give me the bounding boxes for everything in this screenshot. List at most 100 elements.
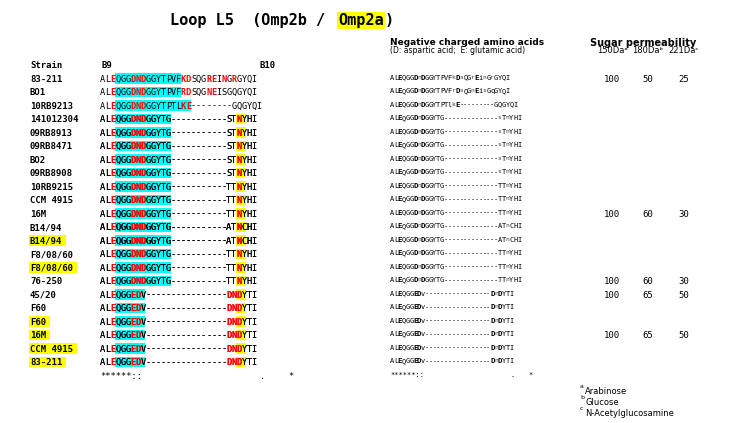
Text: A: A <box>390 142 394 148</box>
Text: -: - <box>206 358 211 367</box>
Text: G: G <box>120 277 125 286</box>
Text: 83-211: 83-211 <box>30 74 62 83</box>
Text: T: T <box>160 223 166 232</box>
Text: -: - <box>181 291 186 299</box>
Text: -: - <box>206 277 211 286</box>
Text: H: H <box>246 264 251 272</box>
Text: -: - <box>486 156 491 162</box>
Text: G: G <box>494 74 498 80</box>
Text: -: - <box>463 196 468 202</box>
Text: D: D <box>135 358 140 367</box>
Text: A: A <box>100 264 105 272</box>
Text: -: - <box>206 115 211 124</box>
Text: D: D <box>236 358 242 367</box>
Text: G: G <box>428 156 433 162</box>
Text: -: - <box>222 250 227 259</box>
Text: -: - <box>216 236 222 245</box>
Text: Q: Q <box>401 331 406 337</box>
Text: -: - <box>222 115 227 124</box>
Text: -: - <box>211 358 216 367</box>
Text: -: - <box>444 304 448 310</box>
Text: 50: 50 <box>679 331 689 340</box>
Text: G: G <box>405 169 410 175</box>
Text: G: G <box>231 102 236 110</box>
Text: Y: Y <box>156 142 161 151</box>
Text: L: L <box>105 115 110 124</box>
Text: Q: Q <box>115 196 120 205</box>
Text: T: T <box>226 209 231 219</box>
Text: G: G <box>405 88 410 94</box>
Text: I: I <box>251 169 257 178</box>
Text: -: - <box>191 196 196 205</box>
Text: E: E <box>131 304 136 313</box>
Text: Y: Y <box>242 250 247 259</box>
Text: E: E <box>110 223 116 232</box>
Text: -: - <box>428 304 433 310</box>
Text: -: - <box>196 209 201 219</box>
Text: T: T <box>160 236 166 245</box>
Text: N: N <box>135 209 140 219</box>
Text: -: - <box>196 291 201 299</box>
Text: Q: Q <box>498 102 502 107</box>
Bar <box>241 289 246 299</box>
Text: -: - <box>176 304 181 313</box>
Text: -: - <box>176 344 181 354</box>
Text: Y: Y <box>433 115 436 121</box>
Text: Q: Q <box>115 331 120 340</box>
Text: -: - <box>460 142 463 148</box>
Text: -: - <box>471 291 475 297</box>
Bar <box>115 316 145 327</box>
Text: H: H <box>246 196 251 205</box>
Text: -: - <box>191 236 196 245</box>
Bar <box>115 357 145 367</box>
Text: G: G <box>125 156 131 165</box>
Text: D: D <box>131 264 136 272</box>
Text: N: N <box>135 277 140 286</box>
Text: -: - <box>145 318 151 327</box>
Text: -: - <box>156 344 161 354</box>
Text: T: T <box>501 209 506 215</box>
Text: -: - <box>181 129 186 137</box>
Text: G: G <box>166 142 171 151</box>
Text: L: L <box>105 250 110 259</box>
Text: q: q <box>490 88 495 94</box>
Text: -: - <box>211 264 216 272</box>
Bar <box>236 248 242 259</box>
Text: -: - <box>166 358 171 367</box>
Text: -: - <box>451 318 456 324</box>
Text: -: - <box>444 250 448 256</box>
Text: -: - <box>201 250 206 259</box>
Text: Y: Y <box>242 250 247 259</box>
Text: Q: Q <box>251 102 257 110</box>
Text: -: - <box>196 156 201 165</box>
Text: Y: Y <box>156 196 161 205</box>
Text: D: D <box>417 318 421 324</box>
Text: -: - <box>478 277 483 283</box>
Text: -: - <box>486 196 491 202</box>
Text: D: D <box>413 236 418 242</box>
Text: n: n <box>506 236 510 242</box>
Bar <box>29 235 66 245</box>
Text: E: E <box>131 358 136 367</box>
Text: D: D <box>421 236 425 242</box>
Text: -: - <box>181 142 186 151</box>
Text: G: G <box>145 115 151 124</box>
Text: L: L <box>394 304 398 310</box>
Text: -: - <box>166 304 171 313</box>
Text: D: D <box>131 156 136 165</box>
Text: C: C <box>242 223 247 232</box>
Text: -: - <box>478 250 483 256</box>
Text: V: V <box>140 318 145 327</box>
Text: -: - <box>196 142 201 151</box>
Bar <box>115 168 171 178</box>
Text: -: - <box>196 102 201 110</box>
Text: A: A <box>390 182 394 189</box>
Text: -: - <box>145 358 151 367</box>
Text: -: - <box>206 156 211 165</box>
Text: -: - <box>186 250 191 259</box>
Text: -: - <box>211 318 216 327</box>
Text: -: - <box>451 250 456 256</box>
Text: G: G <box>405 236 410 242</box>
Text: -: - <box>201 196 206 205</box>
Text: Y: Y <box>156 156 161 165</box>
